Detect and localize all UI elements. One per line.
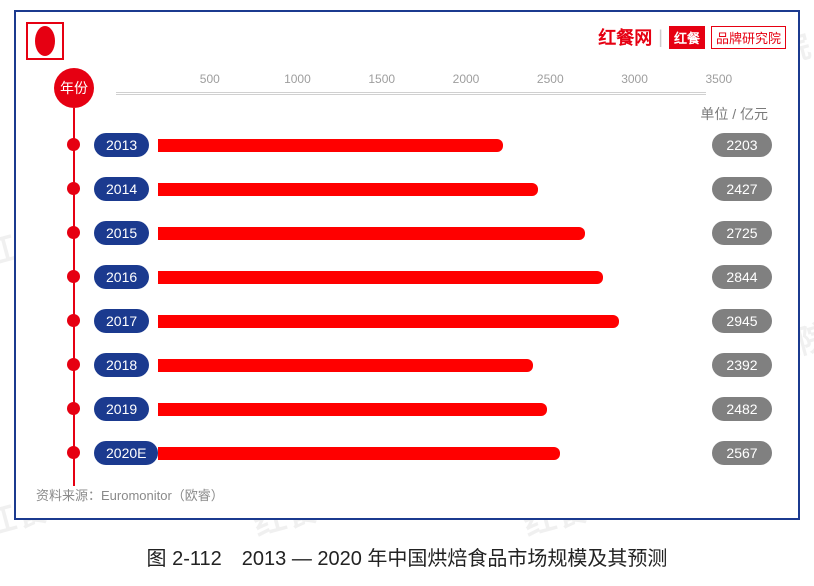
year-pill: 2019: [94, 397, 149, 421]
unit-label: 单位 / 亿元: [700, 104, 768, 124]
chart-row: 2020E 2567: [16, 438, 798, 482]
brand-left: 红餐网: [598, 24, 652, 50]
year-pill: 2020E: [94, 441, 158, 465]
x-axis-line: [116, 92, 706, 95]
year-pill: 2018: [94, 353, 149, 377]
x-axis: 500 1000 1500 2000 2500 3000 3500: [116, 72, 706, 102]
value-pill: 2945: [712, 309, 772, 333]
value-pill: 2844: [712, 265, 772, 289]
axis-tick: 3500: [706, 72, 707, 86]
axis-tick: 2500: [537, 72, 538, 86]
brand-right: 品牌研究院: [711, 26, 786, 49]
brand-badge: 红餐: [669, 26, 705, 49]
chart-frame: 红餐网 | 红餐 品牌研究院 年份 500 1000 1500 2000 2500 300…: [14, 10, 800, 520]
chart-rows: 2013 2203 2014 2427 2015 2725 2016 2844 2017 2945…: [16, 130, 798, 482]
timeline-dot-icon: [67, 402, 80, 415]
bar: [158, 271, 603, 284]
axis-tick: 2000: [453, 72, 454, 86]
source-label: 资料来源：Euromonitor（欧睿）: [36, 485, 224, 504]
value-pill: 2427: [712, 177, 772, 201]
year-pill: 2013: [94, 133, 149, 157]
chart-row: 2016 2844: [16, 262, 798, 306]
chart-row: 2015 2725: [16, 218, 798, 262]
bar: [158, 403, 547, 416]
year-header-label: 年份: [60, 78, 88, 98]
year-pill: 2017: [94, 309, 149, 333]
chart-row: 2014 2427: [16, 174, 798, 218]
bar: [158, 227, 585, 240]
value-pill: 2725: [712, 221, 772, 245]
timeline-dot-icon: [67, 226, 80, 239]
axis-tick: 500: [200, 72, 201, 86]
bar: [158, 359, 533, 372]
axis-tick: 1500: [368, 72, 369, 86]
timeline-dot-icon: [67, 358, 80, 371]
bar: [158, 183, 538, 196]
timeline-dot-icon: [67, 314, 80, 327]
year-pill: 2016: [94, 265, 149, 289]
timeline-dot-icon: [67, 270, 80, 283]
chart-row: 2018 2392: [16, 350, 798, 394]
year-header-circle: 年份: [54, 68, 94, 108]
timeline-dot-icon: [67, 138, 80, 151]
year-pill: 2015: [94, 221, 149, 245]
timeline-dot-icon: [67, 446, 80, 459]
bar: [158, 139, 503, 152]
value-pill: 2203: [712, 133, 772, 157]
timeline-dot-icon: [67, 182, 80, 195]
brand-bar: 红餐网 | 红餐 品牌研究院: [598, 24, 786, 50]
chart-row: 2013 2203: [16, 130, 798, 174]
brand-separator: |: [658, 27, 663, 48]
corner-logo-icon: [26, 22, 64, 60]
bar: [158, 447, 560, 460]
value-pill: 2392: [712, 353, 772, 377]
figure-caption: 图 2-112 2013 — 2020 年中国烘焙食品市场规模及其预测: [0, 542, 814, 571]
bar: [158, 315, 619, 328]
value-pill: 2567: [712, 441, 772, 465]
year-pill: 2014: [94, 177, 149, 201]
axis-tick: 3000: [621, 72, 622, 86]
chart-row: 2019 2482: [16, 394, 798, 438]
axis-tick: 1000: [284, 72, 285, 86]
chart-row: 2017 2945: [16, 306, 798, 350]
value-pill: 2482: [712, 397, 772, 421]
